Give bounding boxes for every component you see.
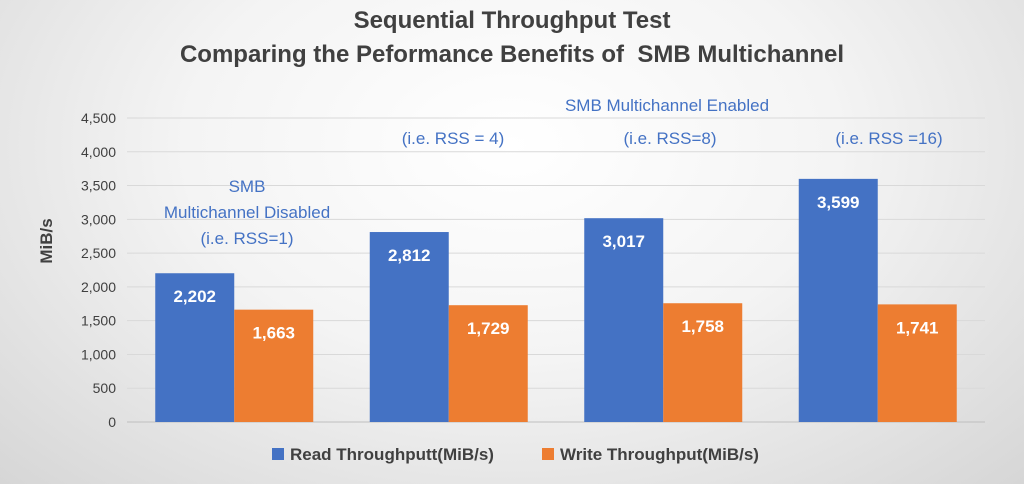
annotation-disabled-line-1: SMB (229, 177, 266, 196)
y-tick-label: 4,500 (81, 110, 116, 126)
y-tick-label: 3,500 (81, 178, 116, 194)
annotation-disabled: SMB Multichannel Disabled (i.e. RSS=1) (164, 177, 330, 248)
y-tick-label: 3,000 (81, 211, 116, 227)
bars (155, 178, 957, 422)
chart-title: Sequential Throughput Test (354, 7, 671, 34)
y-tick-label: 500 (93, 380, 117, 396)
bar-read-4 (798, 178, 878, 422)
y-tick-label: 2,500 (81, 245, 116, 261)
legend-label-read: Read Throughputt(MiB/s) (290, 445, 494, 464)
data-label-write-4: 1,741 (896, 318, 939, 337)
data-label-write-2: 1,729 (467, 319, 510, 338)
bar-write-3 (663, 303, 743, 422)
y-tick-label: 2,000 (81, 279, 116, 295)
data-label-read-3: 3,017 (602, 232, 645, 251)
legend-swatch-write (542, 448, 554, 460)
bar-read-3 (584, 218, 664, 422)
bar-read-1 (155, 273, 235, 422)
legend-label-write: Write Throughput(MiB/s) (560, 445, 759, 464)
chart-subtitle: Comparing the Peformance Benefits of SMB… (180, 41, 844, 68)
y-tick-label: 0 (108, 414, 116, 430)
bar-write-2 (448, 305, 528, 422)
bar-read-2 (369, 232, 449, 422)
y-tick-label: 1,500 (81, 313, 116, 329)
legend-swatch-read (272, 448, 284, 460)
data-label-read-2: 2,812 (388, 246, 431, 265)
annotation-rss-16: (i.e. RSS =16) (835, 129, 942, 148)
y-tick-label: 1,000 (81, 346, 116, 362)
annotation-disabled-line-2: Multichannel Disabled (164, 203, 330, 222)
annotation-rss-8: (i.e. RSS=8) (623, 129, 716, 148)
data-label-read-4: 3,599 (817, 193, 860, 212)
data-label-write-3: 1,758 (681, 317, 724, 336)
data-label-write-1: 1,663 (252, 324, 295, 343)
data-labels: 2,202 2,812 3,017 3,599 1,663 1,729 1,758 1,741 (173, 193, 938, 343)
legend: Read Throughputt(MiB/s) Write Throughput… (272, 445, 759, 464)
annotation-enabled-header: SMB Multichannel Enabled (565, 96, 769, 115)
bar-write-4 (877, 304, 957, 422)
y-axis-ticks: 0 500 1,000 1,500 2,000 2,500 3,000 3,500 4,000 4… (81, 110, 116, 430)
bar-write-1 (234, 309, 314, 422)
data-label-read-1: 2,202 (173, 287, 216, 306)
annotation-disabled-line-3: (i.e. RSS=1) (200, 229, 293, 248)
annotation-rss-4: (i.e. RSS = 4) (402, 129, 505, 148)
y-axis-label: MiB/s (37, 218, 56, 263)
y-tick-label: 4,000 (81, 144, 116, 160)
